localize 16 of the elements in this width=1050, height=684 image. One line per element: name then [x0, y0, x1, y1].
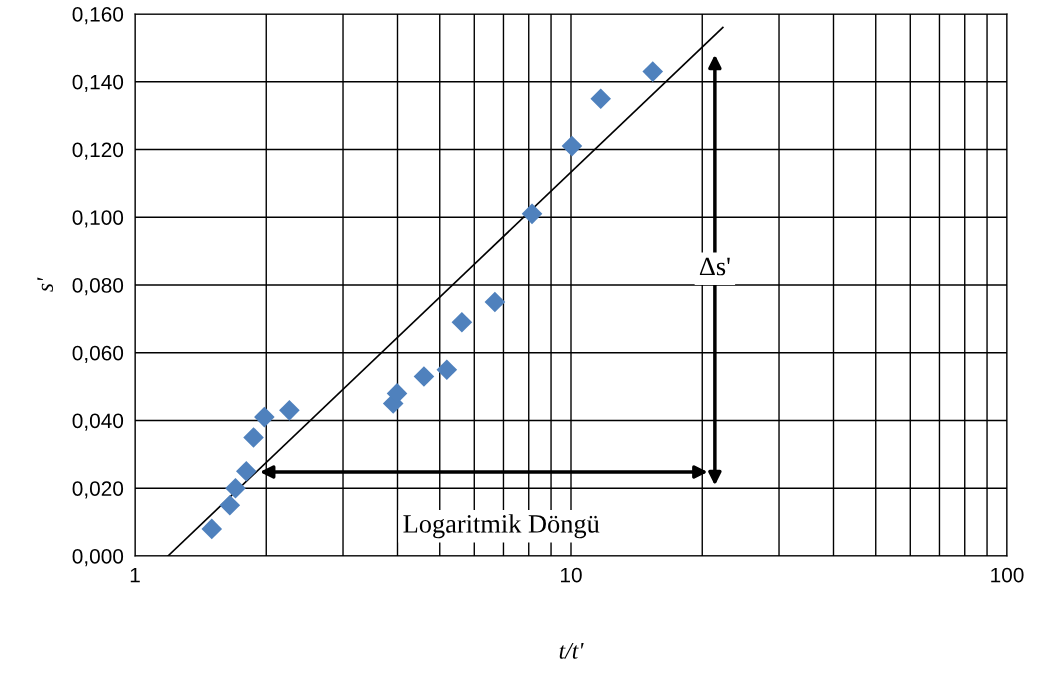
x-tick-label: 10	[561, 567, 582, 583]
y-tick-label: 0,120	[72, 142, 124, 160]
x-tick-label: 100	[991, 567, 1024, 583]
y-tick-label: 0,100	[72, 210, 124, 228]
y-tick-label: 0,080	[72, 278, 124, 296]
x-tick-label: 1	[130, 567, 140, 583]
annotation: Logaritmik Döngü	[403, 514, 600, 539]
y-tick-label: 0,140	[72, 74, 124, 92]
y-tick-label: 0,000	[72, 549, 124, 567]
y-tick-label: 0,160	[72, 7, 124, 25]
y-tick-label: 0,020	[72, 481, 124, 499]
annotation: Δs'	[699, 257, 730, 276]
x-axis-title: t/t'	[559, 642, 584, 659]
y-tick-label: 0,040	[72, 413, 124, 431]
y-tick-label: 0,060	[72, 345, 124, 363]
y-axis-title: s'	[37, 277, 54, 292]
